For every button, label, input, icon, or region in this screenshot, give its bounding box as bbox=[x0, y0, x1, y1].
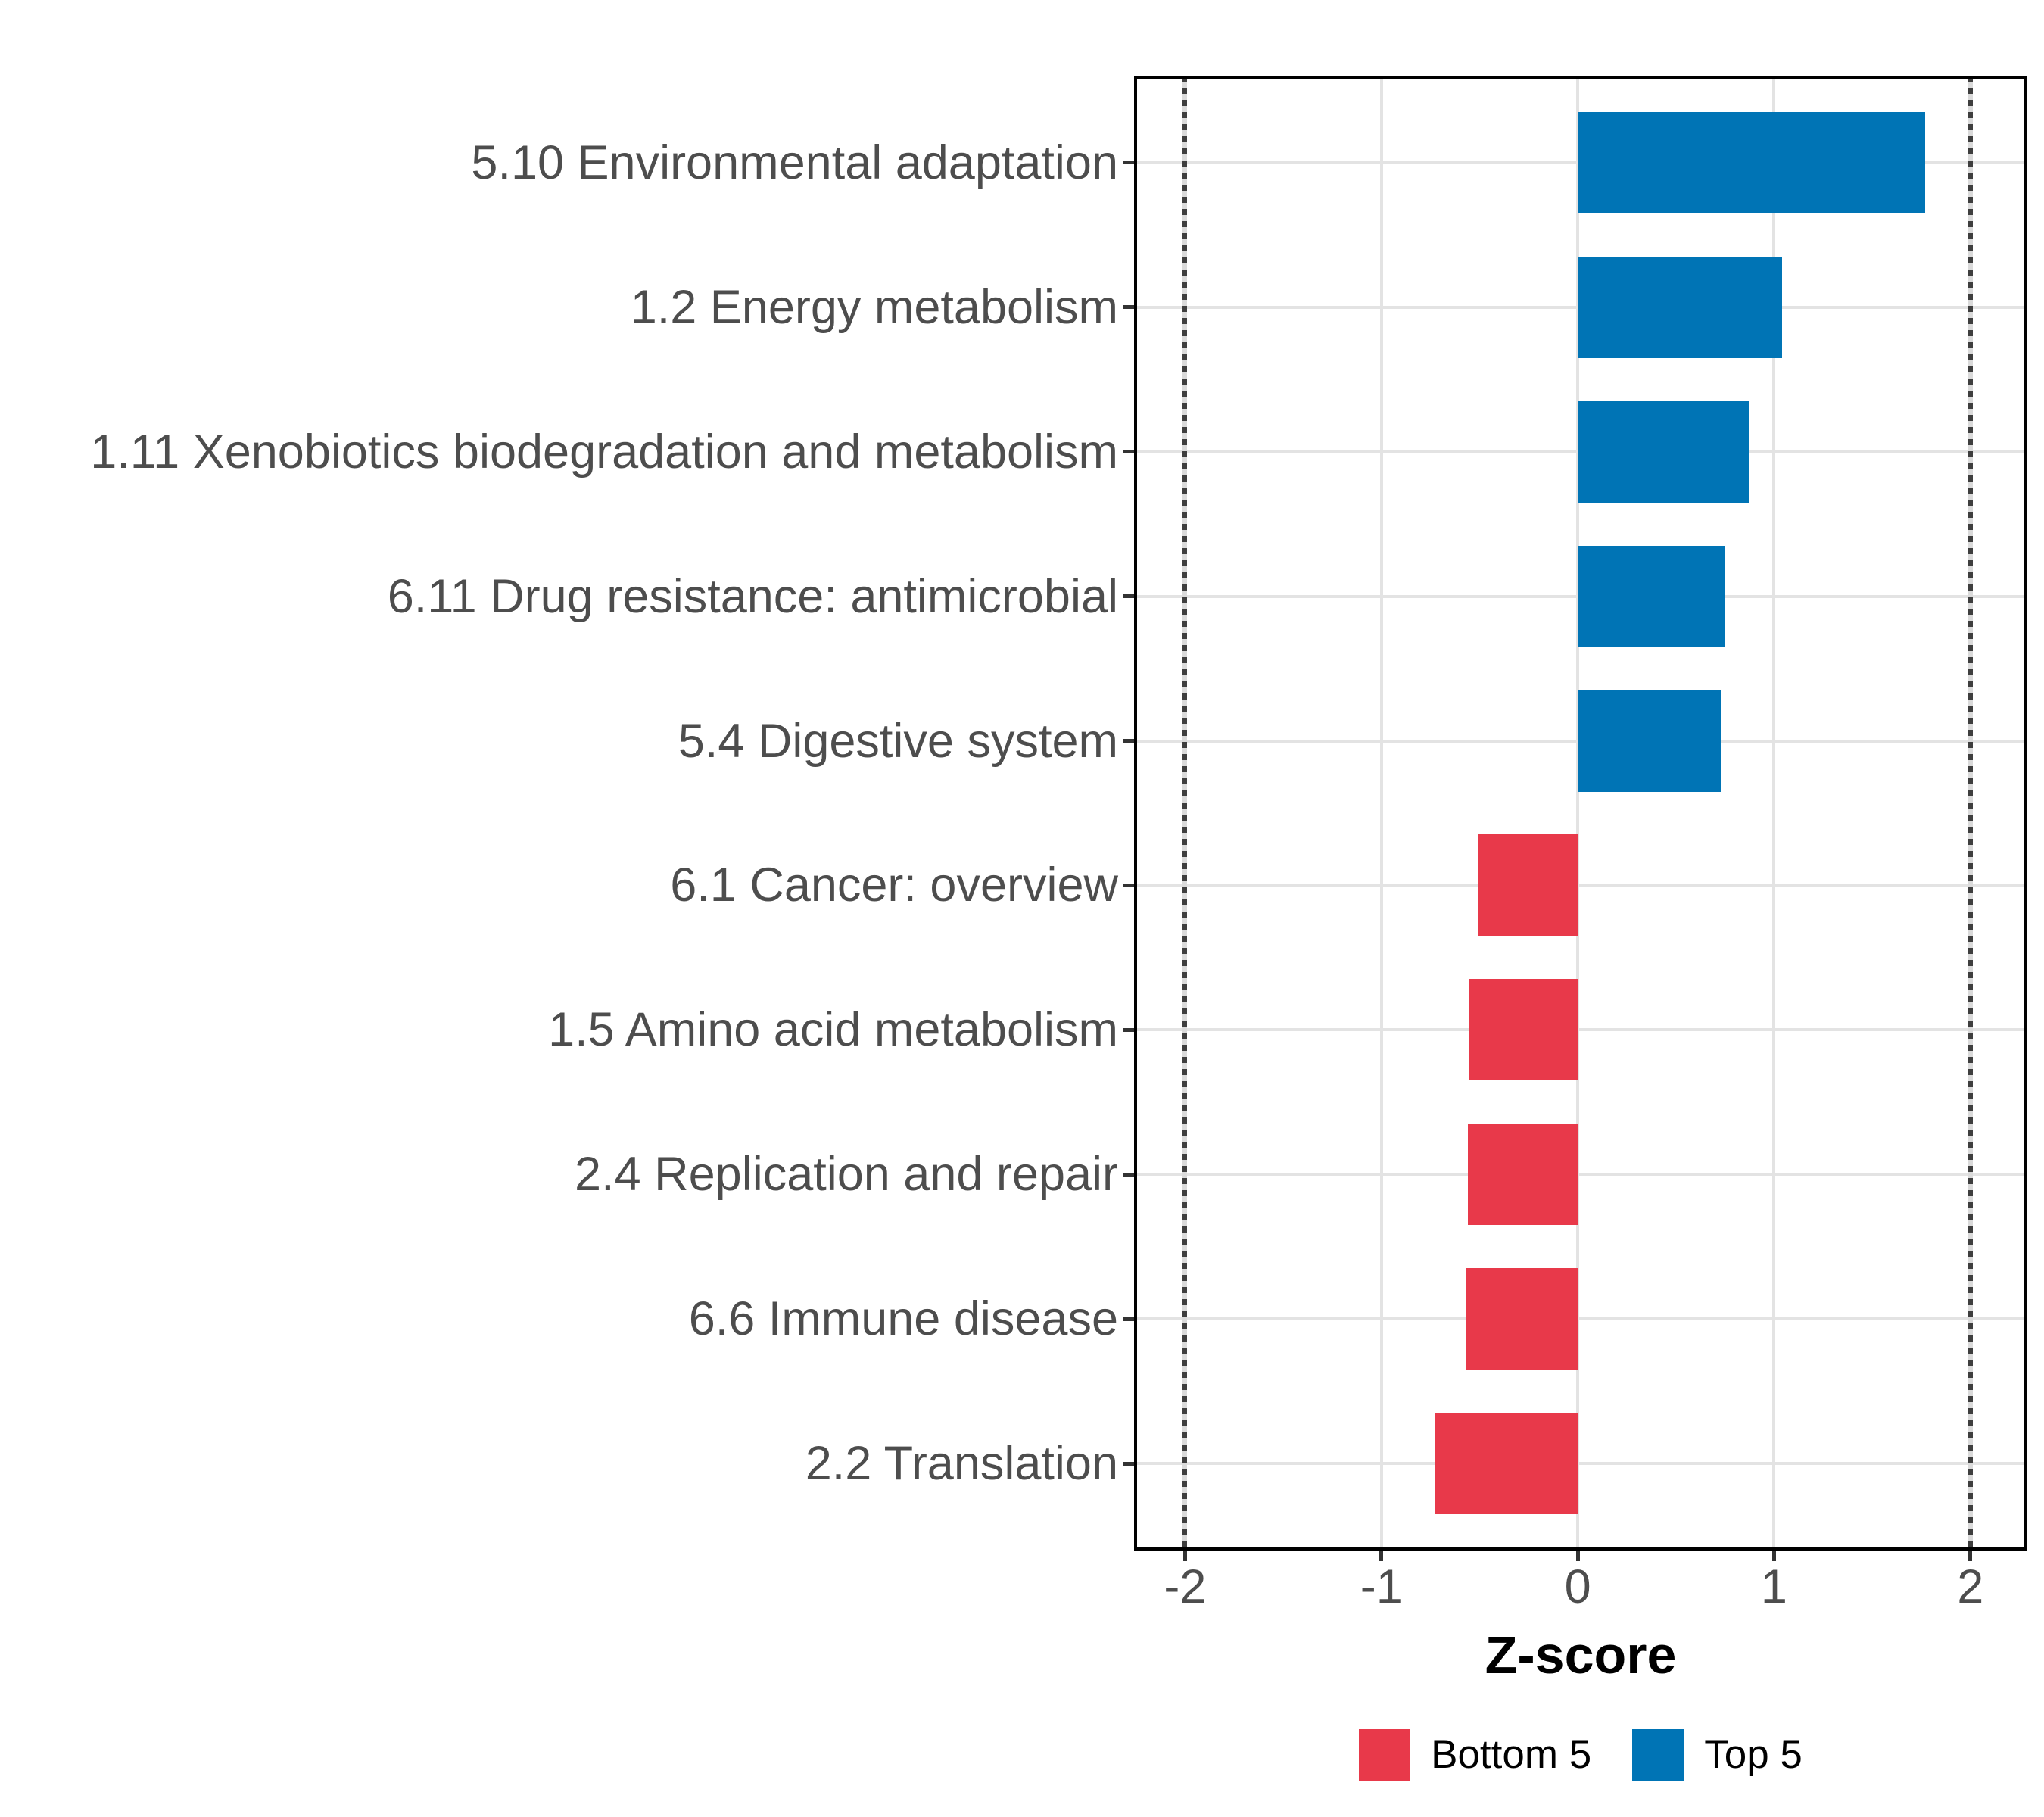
legend-item: Bottom 5 bbox=[1359, 1729, 1591, 1781]
y-tick bbox=[1123, 594, 1134, 599]
h-gridline bbox=[1134, 1028, 2027, 1032]
v-gridline bbox=[1772, 76, 1776, 1551]
category-label: 6.6 Immune disease bbox=[688, 1292, 1118, 1346]
bar bbox=[1469, 979, 1578, 1081]
plot-panel bbox=[1134, 76, 2027, 1551]
reference-line bbox=[1182, 76, 1188, 1551]
legend: Bottom 5 Top 5 bbox=[1058, 1729, 2044, 1781]
x-tick bbox=[1379, 1551, 1384, 1561]
bar bbox=[1578, 400, 1749, 503]
category-label: 1.5 Amino acid metabolism bbox=[548, 1003, 1118, 1057]
y-tick bbox=[1123, 739, 1134, 743]
v-gridline bbox=[1576, 76, 1580, 1551]
category-label: 5.10 Environmental adaptation bbox=[471, 136, 1118, 189]
x-tick-label: -2 bbox=[1164, 1560, 1207, 1613]
category-label: 6.1 Cancer: overview bbox=[670, 859, 1118, 912]
x-axis-title: Z-score bbox=[1485, 1625, 1677, 1685]
category-label: 1.11 Xenobiotics biodegradation and meta… bbox=[90, 425, 1118, 478]
x-tick bbox=[1575, 1551, 1580, 1561]
x-tick-label: -1 bbox=[1360, 1560, 1403, 1613]
bar bbox=[1578, 111, 1926, 213]
y-tick bbox=[1123, 161, 1134, 165]
bar bbox=[1477, 834, 1578, 937]
h-gridline bbox=[1134, 1173, 2027, 1177]
bar bbox=[1578, 256, 1782, 358]
bar bbox=[1434, 1413, 1578, 1515]
legend-label: Bottom 5 bbox=[1431, 1732, 1592, 1777]
x-tick bbox=[1771, 1551, 1776, 1561]
legend-swatch bbox=[1359, 1729, 1411, 1781]
h-gridline bbox=[1134, 1317, 2027, 1321]
y-tick bbox=[1123, 1461, 1134, 1466]
category-label: 5.4 Digestive system bbox=[678, 714, 1118, 768]
h-gridline bbox=[1134, 1462, 2027, 1466]
category-label: 1.2 Energy metabolism bbox=[630, 280, 1118, 334]
x-tick-label: 1 bbox=[1760, 1560, 1787, 1613]
h-gridline bbox=[1134, 884, 2027, 887]
v-gridline bbox=[1379, 76, 1383, 1551]
x-tick-label: 2 bbox=[1957, 1560, 1984, 1613]
bar bbox=[1466, 1268, 1578, 1370]
y-tick bbox=[1123, 883, 1134, 887]
category-label: 2.2 Translation bbox=[805, 1437, 1118, 1491]
x-tick bbox=[1182, 1551, 1187, 1561]
bar bbox=[1467, 1124, 1578, 1226]
y-tick bbox=[1123, 1172, 1134, 1177]
y-tick bbox=[1123, 450, 1134, 454]
y-tick bbox=[1123, 305, 1134, 310]
category-label: 2.4 Replication and repair bbox=[575, 1148, 1118, 1201]
y-tick bbox=[1123, 1027, 1134, 1032]
legend-swatch bbox=[1632, 1729, 1684, 1781]
x-tick bbox=[1968, 1551, 1973, 1561]
bar bbox=[1578, 690, 1722, 792]
legend-item: Top 5 bbox=[1632, 1729, 1803, 1781]
legend-label: Top 5 bbox=[1704, 1732, 1803, 1777]
bar bbox=[1578, 545, 1725, 647]
y-tick bbox=[1123, 1317, 1134, 1321]
x-tick-label: 0 bbox=[1564, 1560, 1591, 1613]
category-label: 6.11 Drug resistance: antimicrobial bbox=[387, 569, 1118, 623]
reference-line bbox=[1968, 76, 1973, 1551]
